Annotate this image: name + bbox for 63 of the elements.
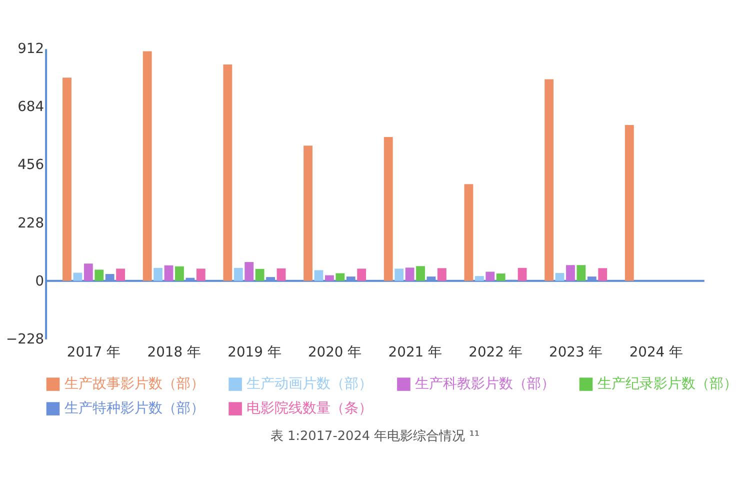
bar	[116, 268, 126, 281]
x-tick-label: 2021 年	[388, 344, 442, 360]
bar	[416, 266, 425, 281]
x-tick-label: 2020 年	[308, 344, 362, 360]
bar	[518, 268, 527, 281]
x-tick-label: 2023 年	[548, 344, 603, 360]
bar	[486, 272, 495, 281]
bar	[276, 268, 286, 281]
bar	[175, 266, 184, 281]
bar	[164, 265, 174, 281]
bar	[105, 274, 114, 281]
bar	[94, 270, 104, 281]
bar	[544, 79, 554, 281]
bar	[255, 268, 264, 281]
y-tick-label: −228	[6, 331, 44, 348]
bar	[304, 146, 312, 281]
y-tick-label: 456	[18, 157, 44, 174]
bar	[464, 184, 474, 281]
y-tick-label: 684	[18, 99, 44, 116]
legend-label: 生产故事影片数（部）	[64, 376, 204, 392]
y-tick-label: 0	[35, 273, 44, 290]
bar	[384, 137, 393, 281]
y-tick-label: 912	[18, 41, 44, 58]
y-tick-label: 228	[18, 215, 44, 232]
bar	[186, 278, 195, 281]
legend-label: 生产动画片数（部）	[246, 376, 373, 392]
legend-label: 生产纪录影片数（部）	[597, 376, 738, 392]
bar	[598, 268, 608, 281]
bar	[154, 268, 163, 281]
bar	[84, 264, 93, 281]
legend-label: 生产科教影片数（部）	[415, 376, 556, 392]
bar	[566, 265, 575, 281]
text: 表 1:2017-2024 年电影综合情况 ¹¹	[270, 428, 480, 444]
bar	[576, 265, 586, 281]
bar	[244, 262, 254, 281]
bar	[196, 268, 206, 281]
bar	[587, 276, 596, 281]
bar	[266, 277, 275, 281]
legend-label: 生产特种影片数（部）	[64, 400, 204, 417]
legend-label: 电影院线数量（条）	[246, 400, 373, 417]
bar	[73, 272, 82, 281]
bar	[474, 276, 484, 281]
bar	[624, 125, 634, 281]
bar	[314, 270, 324, 281]
bar	[357, 268, 366, 281]
x-tick-label: 2017 年	[66, 344, 121, 360]
bar	[336, 273, 345, 281]
bar	[223, 64, 232, 281]
bar	[496, 273, 506, 281]
bar	[62, 78, 72, 281]
bar	[142, 51, 152, 281]
bar	[405, 268, 414, 281]
bar	[426, 276, 436, 281]
bar	[394, 268, 404, 281]
bar	[555, 272, 564, 281]
x-tick-label: 2018 年	[147, 344, 201, 360]
bar	[437, 268, 446, 281]
bar	[234, 268, 243, 281]
bar	[346, 276, 356, 281]
x-tick-label: 2019 年	[228, 344, 282, 360]
bar	[324, 275, 334, 281]
x-tick-label: 2022 年	[468, 344, 522, 360]
x-tick-label: 2024 年	[629, 344, 684, 360]
